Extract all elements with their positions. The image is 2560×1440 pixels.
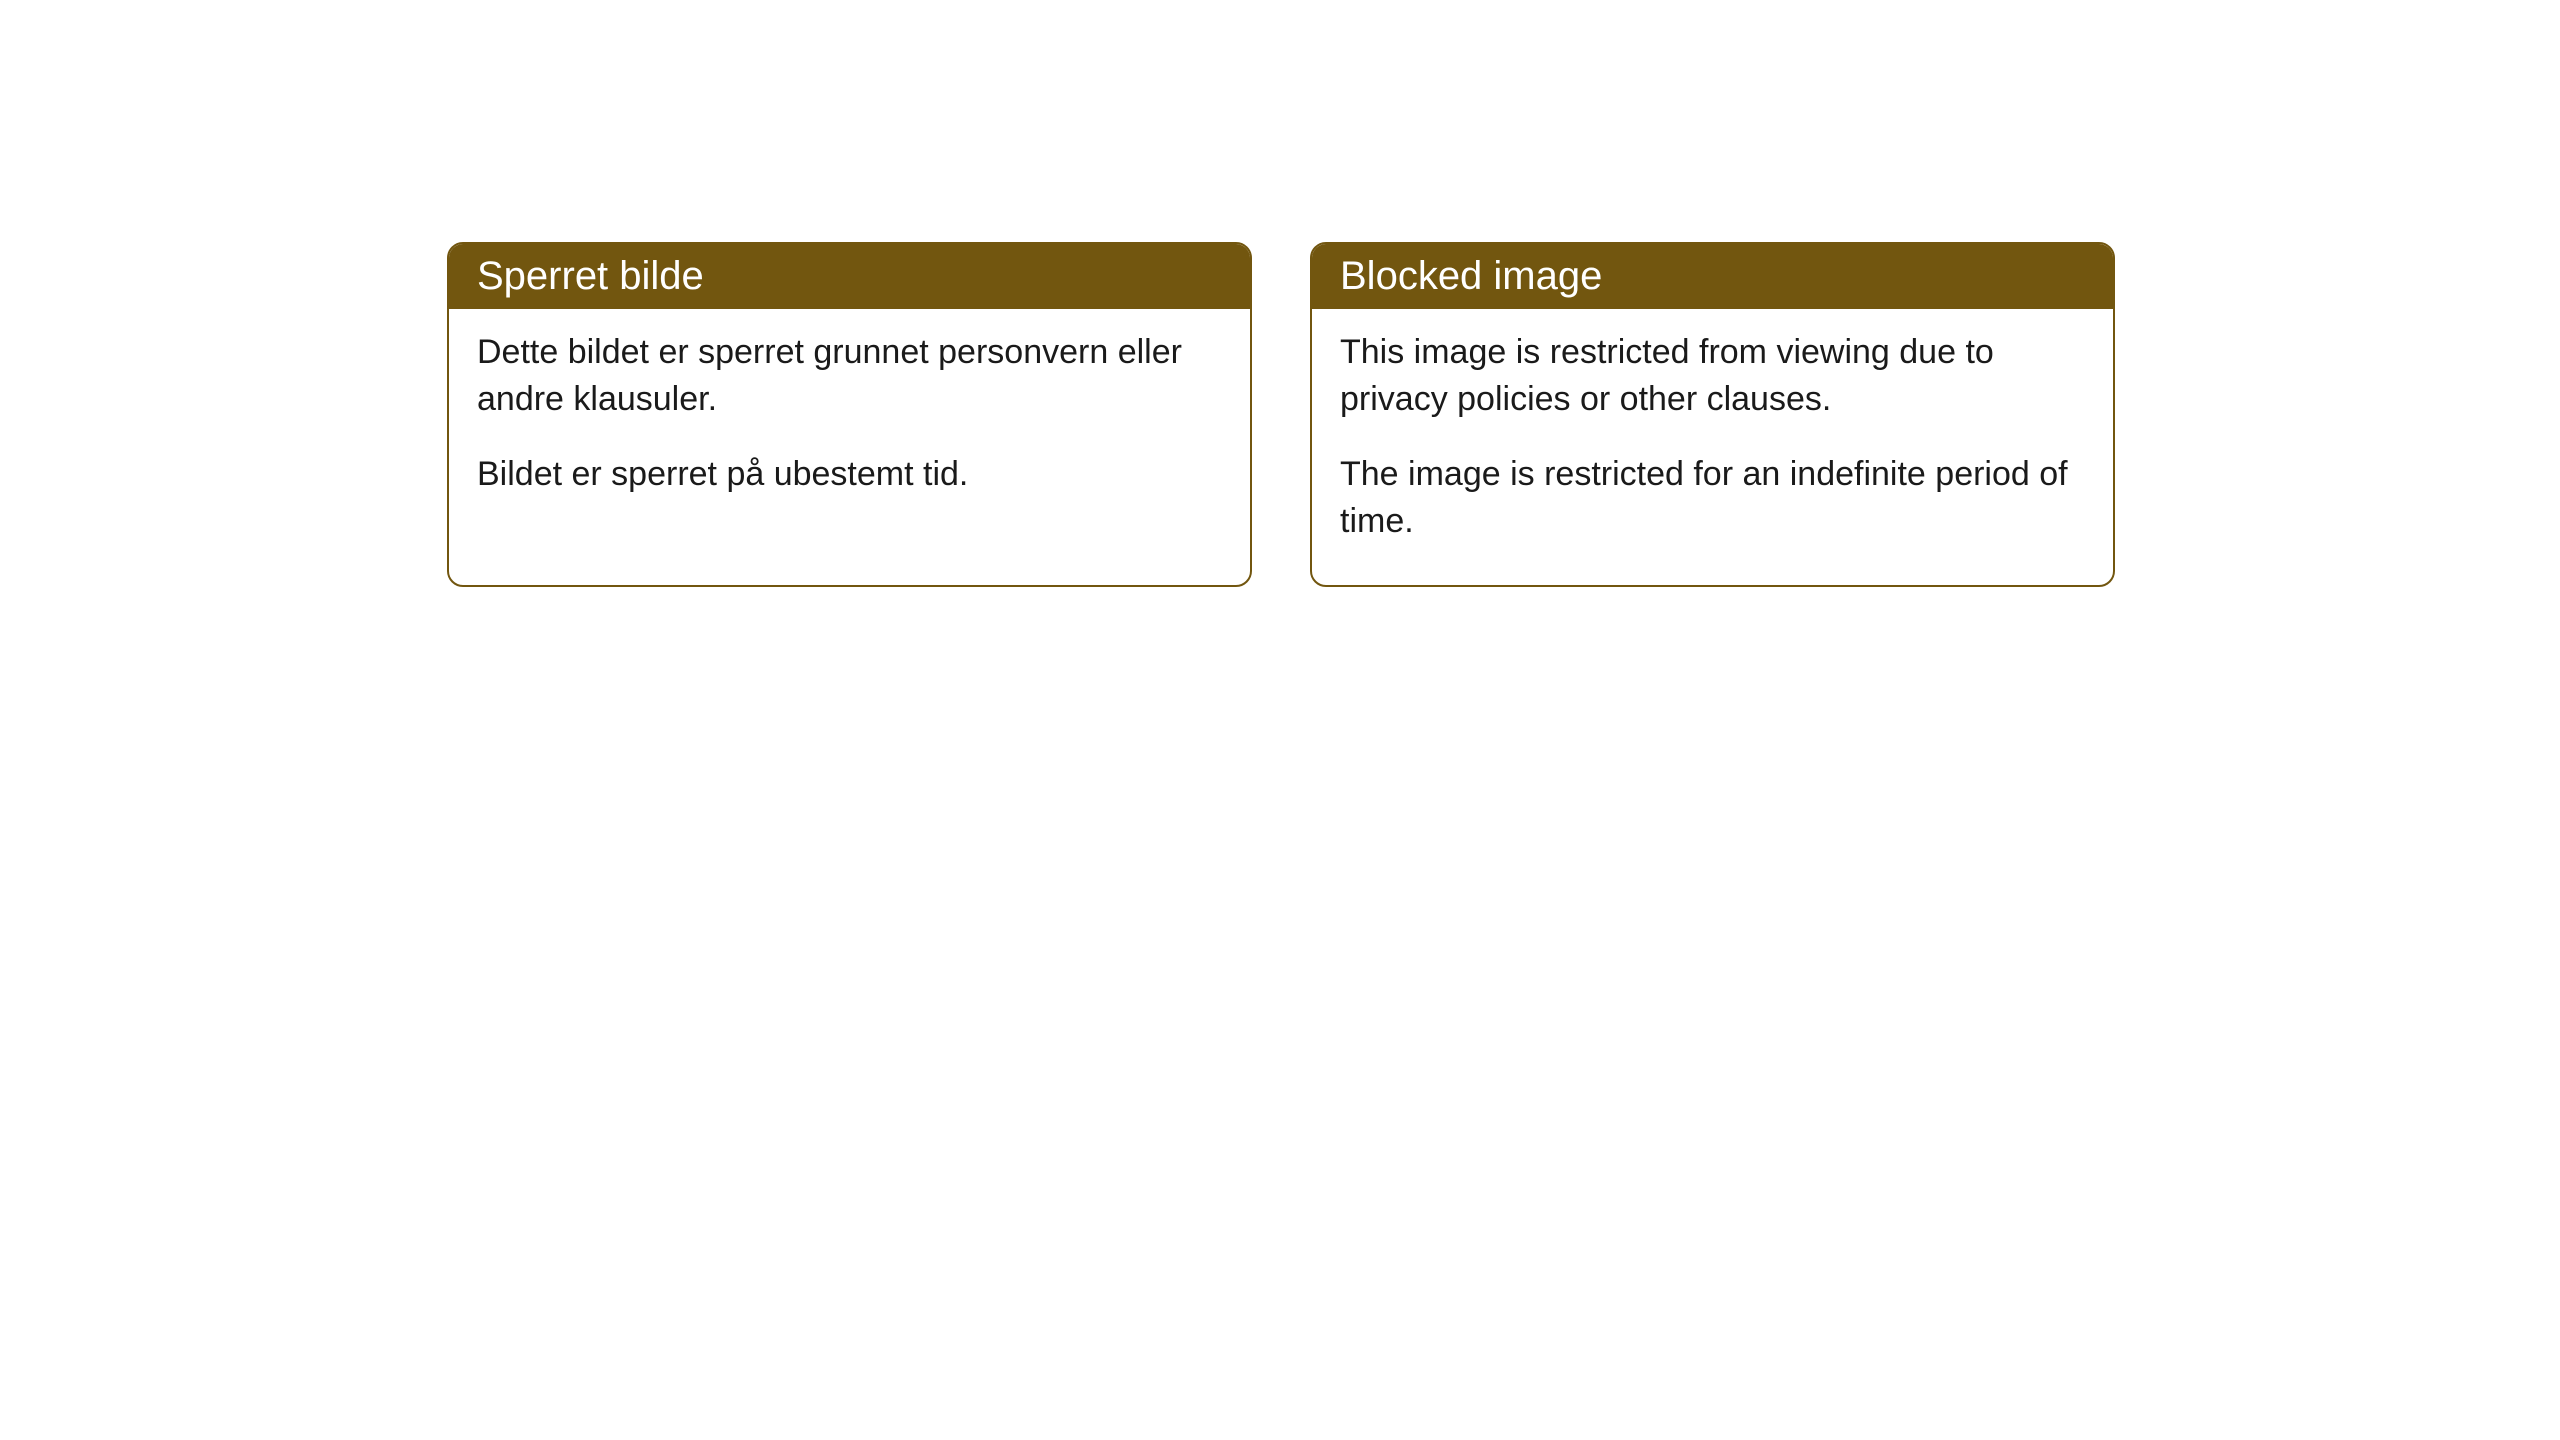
card-paragraph-1: Dette bildet er sperret grunnet personve… bbox=[477, 329, 1222, 423]
card-paragraph-1: This image is restricted from viewing du… bbox=[1340, 329, 2085, 423]
card-paragraph-2: The image is restricted for an indefinit… bbox=[1340, 451, 2085, 545]
card-header-english: Blocked image bbox=[1312, 244, 2113, 309]
card-body-norwegian: Dette bildet er sperret grunnet personve… bbox=[449, 309, 1250, 538]
card-header-norwegian: Sperret bilde bbox=[449, 244, 1250, 309]
card-norwegian: Sperret bilde Dette bildet er sperret gr… bbox=[447, 242, 1252, 587]
cards-container: Sperret bilde Dette bildet er sperret gr… bbox=[0, 0, 2560, 587]
card-english: Blocked image This image is restricted f… bbox=[1310, 242, 2115, 587]
card-paragraph-2: Bildet er sperret på ubestemt tid. bbox=[477, 451, 1222, 498]
card-body-english: This image is restricted from viewing du… bbox=[1312, 309, 2113, 585]
